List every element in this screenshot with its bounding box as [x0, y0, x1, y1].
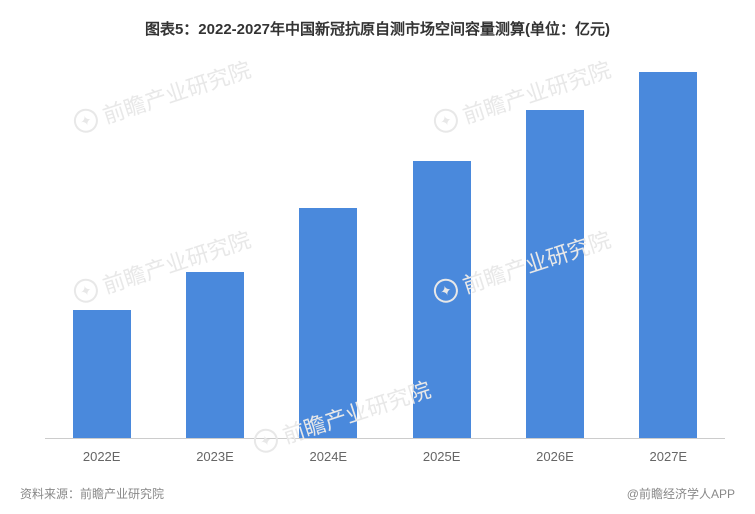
bar-2027	[639, 72, 697, 438]
x-label: 2022E	[45, 449, 158, 464]
x-axis-labels: 2022E 2023E 2024E 2025E 2026E 2027E	[45, 449, 725, 464]
x-label: 2023E	[158, 449, 271, 464]
bar-2023	[186, 272, 244, 438]
bar-2025	[413, 161, 471, 438]
chart-title: 图表5：2022-2027年中国新冠抗原自测市场空间容量测算(单位：亿元)	[0, 0, 755, 49]
x-label: 2024E	[272, 449, 385, 464]
source-text: 资料来源：前瞻产业研究院	[20, 485, 164, 502]
x-label: 2025E	[385, 449, 498, 464]
x-label: 2026E	[498, 449, 611, 464]
bar-group	[498, 55, 611, 438]
bar-2026	[526, 110, 584, 438]
bar-group	[45, 55, 158, 438]
bar-group	[385, 55, 498, 438]
bar-2024	[299, 208, 357, 438]
bar-group	[158, 55, 271, 438]
chart-plot-area	[45, 55, 725, 439]
bar-2022	[73, 310, 131, 438]
bar-group	[612, 55, 725, 438]
copyright-text: @前瞻经济学人APP	[627, 485, 735, 502]
x-label: 2027E	[612, 449, 725, 464]
chart-footer: 资料来源：前瞻产业研究院 @前瞻经济学人APP	[20, 485, 735, 502]
bar-group	[272, 55, 385, 438]
